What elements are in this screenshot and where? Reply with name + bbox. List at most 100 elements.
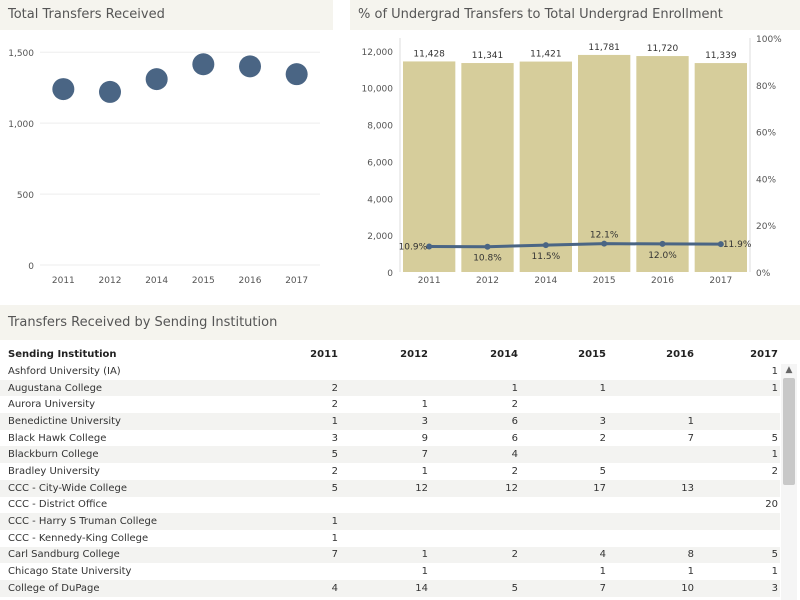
institution-name-cell: Blackburn College xyxy=(0,446,200,464)
line-point xyxy=(542,242,549,249)
institution-name-cell: Bradley University xyxy=(8,465,100,477)
column-header-year[interactable]: 2014 xyxy=(490,348,518,360)
transfer-count-cell: 1 xyxy=(687,566,694,578)
table-row: CCC - Harry S Truman College 1 xyxy=(0,513,780,530)
line-value-label: 10.9% xyxy=(399,242,428,252)
transfer-count-cell xyxy=(696,513,780,530)
transfer-count-cell: 3 xyxy=(331,432,338,444)
table-row: College of DuPage 4 14 5 7 10 3 xyxy=(0,579,780,597)
transfer-count-cell: 2 xyxy=(430,546,520,564)
institution-name-cell: Augustana College xyxy=(0,379,200,397)
transfer-count-cell: 1 xyxy=(430,379,520,397)
transfer-count-cell: 4 xyxy=(520,546,608,564)
y2-tick-label: 0% xyxy=(756,269,771,279)
line-value-label: 12.1% xyxy=(590,231,619,241)
bar xyxy=(578,54,631,272)
transfer-count-cell xyxy=(520,396,608,413)
transfer-count-cell: 1 xyxy=(421,566,428,578)
data-point xyxy=(52,78,75,101)
table-body: Ashford University (IA) 1 Augustana Colleg… xyxy=(0,363,780,597)
percent-line xyxy=(429,242,721,249)
y-tick-label: 4,000 xyxy=(367,195,393,205)
transfer-count-cell: 1 xyxy=(696,379,780,397)
transfer-count-cell xyxy=(430,513,520,530)
column-header-institution[interactable]: Sending Institution xyxy=(8,348,117,360)
transfer-count-cell: 3 xyxy=(696,579,780,597)
transfer-count-cell: 1 xyxy=(421,399,428,411)
transfer-count-cell: 5 xyxy=(696,546,780,564)
transfer-count-cell: 14 xyxy=(340,579,430,597)
table-row: Aurora University 2 1 2 xyxy=(0,396,780,413)
institution-name-cell: CCC - Kennedy-King College xyxy=(8,532,149,544)
y-tick-label: 500 xyxy=(17,191,34,201)
line-point xyxy=(717,241,724,248)
line-value-label: 12.0% xyxy=(648,251,677,261)
transfer-count-cell xyxy=(520,446,608,464)
transfer-count-cell: 4 xyxy=(430,446,520,464)
transfer-count-cell xyxy=(608,396,696,413)
table-row: CCC - District Office 20 xyxy=(0,497,780,514)
transfer-count-cell xyxy=(430,563,520,580)
column-header-year[interactable]: 2011 xyxy=(310,348,338,360)
x-tick-label: 2014 xyxy=(534,276,557,286)
transfer-count-cell: 2 xyxy=(200,379,340,397)
transfer-count-cell xyxy=(340,363,430,380)
x-tick-label: 2016 xyxy=(239,276,262,286)
transfer-count-cell xyxy=(200,363,340,380)
transfer-count-cell xyxy=(608,463,696,480)
transfer-count-cell: 7 xyxy=(687,432,694,444)
institution-name-cell: College of DuPage xyxy=(0,579,200,597)
transfer-count-cell xyxy=(200,497,340,514)
line-point xyxy=(601,240,608,247)
column-header-year[interactable]: 2012 xyxy=(400,348,428,360)
transfer-count-cell: 1 xyxy=(340,546,430,564)
y2-tick-label: 20% xyxy=(756,222,776,232)
table-row: Blackburn College 5 7 4 1 xyxy=(0,446,780,464)
transfer-count-cell: 7 xyxy=(200,546,340,564)
line-point xyxy=(426,243,433,250)
institution-name-cell: CCC - City-Wide College xyxy=(0,479,200,497)
transfer-count-cell: 2 xyxy=(771,465,778,477)
column-header-year[interactable]: 2016 xyxy=(666,348,694,360)
y-tick-label: 10,000 xyxy=(362,85,394,95)
transfer-count-cell: 1 xyxy=(771,566,778,578)
transfer-count-cell: 12 xyxy=(430,479,520,497)
bar xyxy=(636,56,689,272)
scrollbar-thumb[interactable] xyxy=(783,378,795,485)
transfer-count-cell: 17 xyxy=(520,479,608,497)
y2-tick-label: 100% xyxy=(756,35,782,45)
transfer-count-cell: 1 xyxy=(520,379,608,397)
x-tick-label: 2015 xyxy=(593,276,616,286)
transfer-count-cell: 1 xyxy=(200,513,340,530)
transfer-count-cell: 2 xyxy=(511,399,518,411)
transfer-count-cell: 20 xyxy=(765,499,778,511)
transfer-count-cell xyxy=(696,396,780,413)
transfer-count-cell: 2 xyxy=(511,465,518,477)
y-tick-label: 6,000 xyxy=(367,158,393,168)
y-tick-label: 0 xyxy=(28,262,34,272)
transfer-count-cell xyxy=(520,497,608,514)
percent-chart-title: % of Undergrad Transfers to Total Underg… xyxy=(350,0,800,30)
institution-name-cell: Carl Sandburg College xyxy=(0,546,200,564)
table-row: CCC - Kennedy-King College 1 xyxy=(0,530,780,547)
transfer-count-cell xyxy=(696,479,780,497)
y2-tick-label: 60% xyxy=(756,129,776,139)
transfer-count-cell xyxy=(340,379,430,397)
scroll-up-arrow-icon[interactable]: ▲ xyxy=(785,365,793,375)
transfer-count-cell: 1 xyxy=(421,465,428,477)
line-value-label: 10.8% xyxy=(473,254,502,264)
transfer-count-cell: 5 xyxy=(200,479,340,497)
bar-value-label: 11,341 xyxy=(472,51,504,61)
transfer-count-cell: 1 xyxy=(771,365,778,377)
transfer-count-cell xyxy=(340,497,430,514)
bar-value-label: 11,421 xyxy=(530,50,562,60)
y-tick-label: 1,500 xyxy=(8,49,34,59)
bar-value-label: 11,781 xyxy=(588,43,620,53)
table-row: Augustana College 2 1 1 1 xyxy=(0,379,780,397)
line-point xyxy=(659,240,666,247)
column-header-year[interactable]: 2017 xyxy=(750,348,778,360)
column-header-year[interactable]: 2015 xyxy=(578,348,606,360)
bar-value-label: 11,339 xyxy=(705,51,737,61)
transfer-count-cell xyxy=(696,530,780,547)
transfer-count-cell xyxy=(200,563,340,580)
